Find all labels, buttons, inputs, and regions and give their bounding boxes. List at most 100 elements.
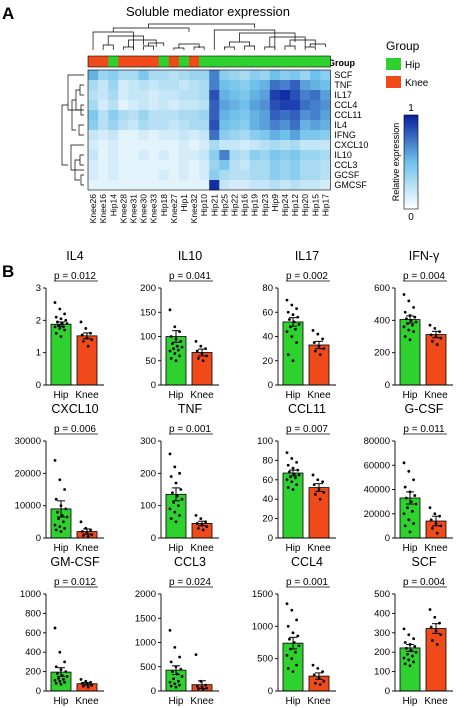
- heatmap-cell: [178, 170, 190, 181]
- y-tick-label: 20: [262, 514, 273, 525]
- heatmap-cell: [158, 150, 170, 161]
- heatmap-cell: [290, 90, 301, 101]
- data-point: [180, 345, 184, 349]
- bar-chart-title: TNF: [178, 402, 203, 416]
- heatmap-row-label: CCL4: [334, 100, 357, 110]
- heatmap-cell: [279, 110, 291, 121]
- heatmap-cell: [108, 90, 119, 101]
- data-point: [53, 626, 57, 630]
- data-point: [407, 633, 411, 637]
- group-cell: [249, 56, 260, 67]
- heatmap-cell: [118, 170, 129, 181]
- heatmap-cell: [209, 160, 220, 171]
- data-point: [286, 486, 290, 489]
- heatmap-cell: [168, 160, 180, 171]
- heatmap-cell: [108, 100, 119, 111]
- data-point: [403, 485, 407, 489]
- data-point: [317, 344, 321, 348]
- data-point: [294, 476, 297, 480]
- data-point: [178, 513, 182, 517]
- heatmap-cell: [148, 140, 159, 151]
- dendrogram-link: [143, 45, 154, 50]
- data-point: [296, 468, 300, 472]
- heatmap-cell: [108, 170, 119, 181]
- bar-chart-tnf: TNF p = 0.001 Hip Knee 0 100 200 300: [140, 402, 219, 554]
- heatmap-cell: [300, 110, 311, 121]
- heatmap-cell: [229, 70, 240, 81]
- data-point: [84, 327, 88, 330]
- dendrogram-link: [128, 39, 157, 47]
- data-point: [405, 317, 408, 321]
- y-tick-label: 20: [262, 356, 273, 367]
- group-cell: [209, 56, 220, 67]
- heatmap-cell: [88, 120, 99, 131]
- heatmap-cell: [320, 160, 331, 171]
- heatmap-cell: [249, 140, 260, 151]
- data-point: [414, 502, 418, 506]
- heatmap-cell: [98, 80, 109, 91]
- heatmap-cell: [239, 140, 250, 151]
- heatmap-cell: [300, 150, 311, 161]
- heatmap-cell: [199, 110, 210, 121]
- heatmap-cell: [300, 160, 311, 171]
- dendrogram-link: [80, 174, 84, 186]
- dendrogram-link: [284, 45, 296, 50]
- data-point: [177, 504, 180, 508]
- group-strip-border: [87, 55, 331, 68]
- heatmap-cell: [138, 110, 149, 121]
- data-point: [408, 338, 412, 342]
- data-point: [295, 341, 298, 344]
- data-point: [178, 655, 182, 659]
- y-tick-label: 80: [262, 283, 273, 294]
- heatmap-cell: [199, 70, 210, 81]
- data-point: [169, 475, 173, 478]
- p-value-label: p = 0.001: [286, 577, 328, 588]
- data-point: [57, 323, 60, 327]
- data-point: [291, 670, 295, 673]
- panel-b-label: B: [2, 262, 14, 281]
- bar-hip: [282, 642, 304, 692]
- heatmap-cell: [279, 130, 291, 141]
- y-tick-label: 400: [374, 315, 390, 326]
- bar-chart-title: SCF: [412, 555, 437, 569]
- dendrogram-link: [61, 104, 68, 166]
- heatmap-cell: [249, 120, 260, 131]
- group-cell: [98, 56, 109, 67]
- data-point: [54, 331, 58, 335]
- heatmap-column-label: Knee32: [189, 194, 199, 224]
- group-cell: [148, 56, 159, 67]
- dendrogram-link: [269, 36, 306, 47]
- heatmap-cell: [128, 100, 139, 111]
- heatmap-column-label: Hip25: [219, 194, 229, 216]
- data-point: [58, 478, 62, 482]
- y-tick-label: 3: [36, 283, 41, 294]
- bar-chart-ccl4: CCL4 p = 0.001 Hip Knee 0 500 1000 1500: [252, 555, 336, 707]
- data-point: [199, 517, 203, 520]
- heatmap-cell: [249, 170, 260, 181]
- heatmap-cell: [189, 180, 200, 191]
- data-point: [408, 664, 412, 668]
- group-cell: [239, 56, 250, 67]
- data-point: [204, 520, 208, 524]
- heatmap-cell: [128, 180, 139, 191]
- data-point: [428, 608, 432, 611]
- heatmap-cell: [219, 130, 230, 141]
- heatmap-cell: [209, 110, 220, 121]
- heatmap-cell: [249, 160, 260, 171]
- dendrogram-link: [75, 89, 80, 111]
- bar-chart-title: CCL11: [288, 402, 326, 416]
- heatmap-cell: [269, 110, 281, 121]
- heatmap-cell: [269, 70, 281, 81]
- p-value-label: p = 0.012: [54, 271, 96, 282]
- data-point: [413, 494, 417, 497]
- heatmap-column-label: Hip15: [310, 194, 320, 216]
- data-point: [289, 475, 292, 479]
- heatmap-cell: [148, 170, 159, 181]
- data-point: [84, 526, 88, 530]
- heatmap-cell: [259, 90, 271, 101]
- heatmap-cell: [158, 130, 170, 141]
- data-point: [54, 665, 58, 669]
- group-cell: [128, 56, 139, 67]
- heatmap-cell: [290, 120, 301, 131]
- heatmap-cell: [239, 70, 250, 81]
